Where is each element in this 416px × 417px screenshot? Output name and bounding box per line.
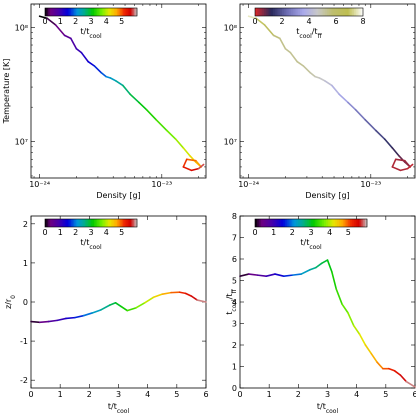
colorbar-tick-label: 2 [73,17,78,26]
plot-frame [31,4,206,178]
colorbar-tick-label: 4 [104,17,109,26]
colorbar-tick-label: 1 [271,228,276,237]
plot-frame [240,216,415,388]
colorbar-tick-label: 3 [88,228,93,237]
colorbar-tick-label: 2 [279,17,284,26]
plot-frame [31,216,206,388]
colorbar-tick-label: 4 [104,228,109,237]
x-tick-label: 10⁻²³ [360,180,381,189]
colorbar-tick-label: 6 [333,17,338,26]
colorbar-tick-label: 1 [58,228,63,237]
x-tick-label: 3 [116,390,121,399]
series-segment [66,318,75,319]
x-tick-label: 1 [58,390,63,399]
x-tick-label: 6 [203,390,208,399]
series-segment [284,275,293,276]
y-tick-label: 5 [232,277,237,286]
colorbar-tick-label: 5 [346,228,351,237]
y-tick-label: 0 [232,384,237,393]
y-tick-label: 1 [232,363,237,372]
x-tick-label: 4 [145,390,150,399]
y-axis-label: tcool/tff [225,288,238,314]
colorbar-tick-label: 2 [290,228,295,237]
x-tick-label: 1 [267,390,272,399]
x-tick-label: 10⁻²⁴ [29,180,50,189]
y-axis-label: z/r0 [4,295,17,309]
y-tick-label: 10⁷ [15,138,28,147]
x-axis-label: Density [g] [305,191,349,200]
colorbar-tick-label: 0 [252,228,257,237]
colorbar-tick-label: 5 [119,17,124,26]
colorbar-tick-label: 4 [306,17,311,26]
panel-top-left: 10⁻²⁴ 10⁻²³ 10⁷ 10⁸ Density [g] Temperature [… [2,4,206,200]
y-tick-label: 10⁸ [224,23,237,32]
x-tick-label: 10⁻²³ [151,180,172,189]
x-tick-label: 0 [28,390,33,399]
x-tick-label: 2 [296,390,301,399]
colorbar-tick-label: 8 [360,17,365,26]
colorbar-tick-label: 4 [327,228,332,237]
y-tick-label: -2 [20,376,28,385]
y-tick-label: 7 [232,234,237,243]
panel-bottom-right: 0 1 2 3 4 5 6012345678t/tcooltcool/tff0 1 2 3 4 5t/… [225,212,416,415]
x-tick-label: 10⁻²⁴ [238,180,259,189]
x-tick-label: 5 [174,390,179,399]
y-tick-label: -1 [20,337,28,346]
y-tick-label: 1 [23,259,28,268]
y-tick-label: 2 [232,341,237,350]
x-tick-label: 5 [383,390,388,399]
panel-top-right: 10⁻²⁴ 10⁻²³10⁷10⁸Density [g]0 2 4 6 8tcool/tf… [224,4,415,200]
series-segment [31,322,40,323]
y-tick-label: 10⁸ [15,23,28,32]
y-tick-label: 8 [232,212,237,221]
series-segment [293,274,302,275]
x-tick-label: 3 [325,390,330,399]
x-tick-label: 6 [412,390,416,399]
colorbar-tick-label: 2 [73,228,78,237]
y-tick-label: 10⁷ [224,138,237,147]
colorbar-tick-label: 3 [308,228,313,237]
series-segment [258,275,267,276]
plot-frame [240,4,415,178]
x-axis-label: t/tcool [108,402,130,415]
colorbar-tick-label: 0 [252,17,257,26]
series-segment [249,274,258,275]
y-axis-label: Temperature [K] [2,59,11,125]
colorbar-tick-label: 0 [42,228,47,237]
x-axis-label: t/tcool [317,402,339,415]
x-tick-label: 2 [87,390,92,399]
y-tick-label: 3 [232,320,237,329]
y-tick-label: 6 [232,255,237,264]
colorbar-tick-label: 3 [88,17,93,26]
x-axis-label: Density [g] [96,191,140,200]
colorbar-tick-label: 0 [42,17,47,26]
x-tick-label: 4 [354,390,359,399]
y-tick-label: 0 [23,298,28,307]
colorbar-tick-label: 5 [119,228,124,237]
x-tick-label: 0 [237,390,242,399]
panel-bottom-left: 0 1 2 3 4 5 6-2-1012t/tcoolz/r00 1 2 3 4 5t/tcool [4,216,209,415]
series-segment [40,322,49,323]
colorbar-tick-label: 1 [58,17,63,26]
y-tick-label: 2 [23,220,28,229]
